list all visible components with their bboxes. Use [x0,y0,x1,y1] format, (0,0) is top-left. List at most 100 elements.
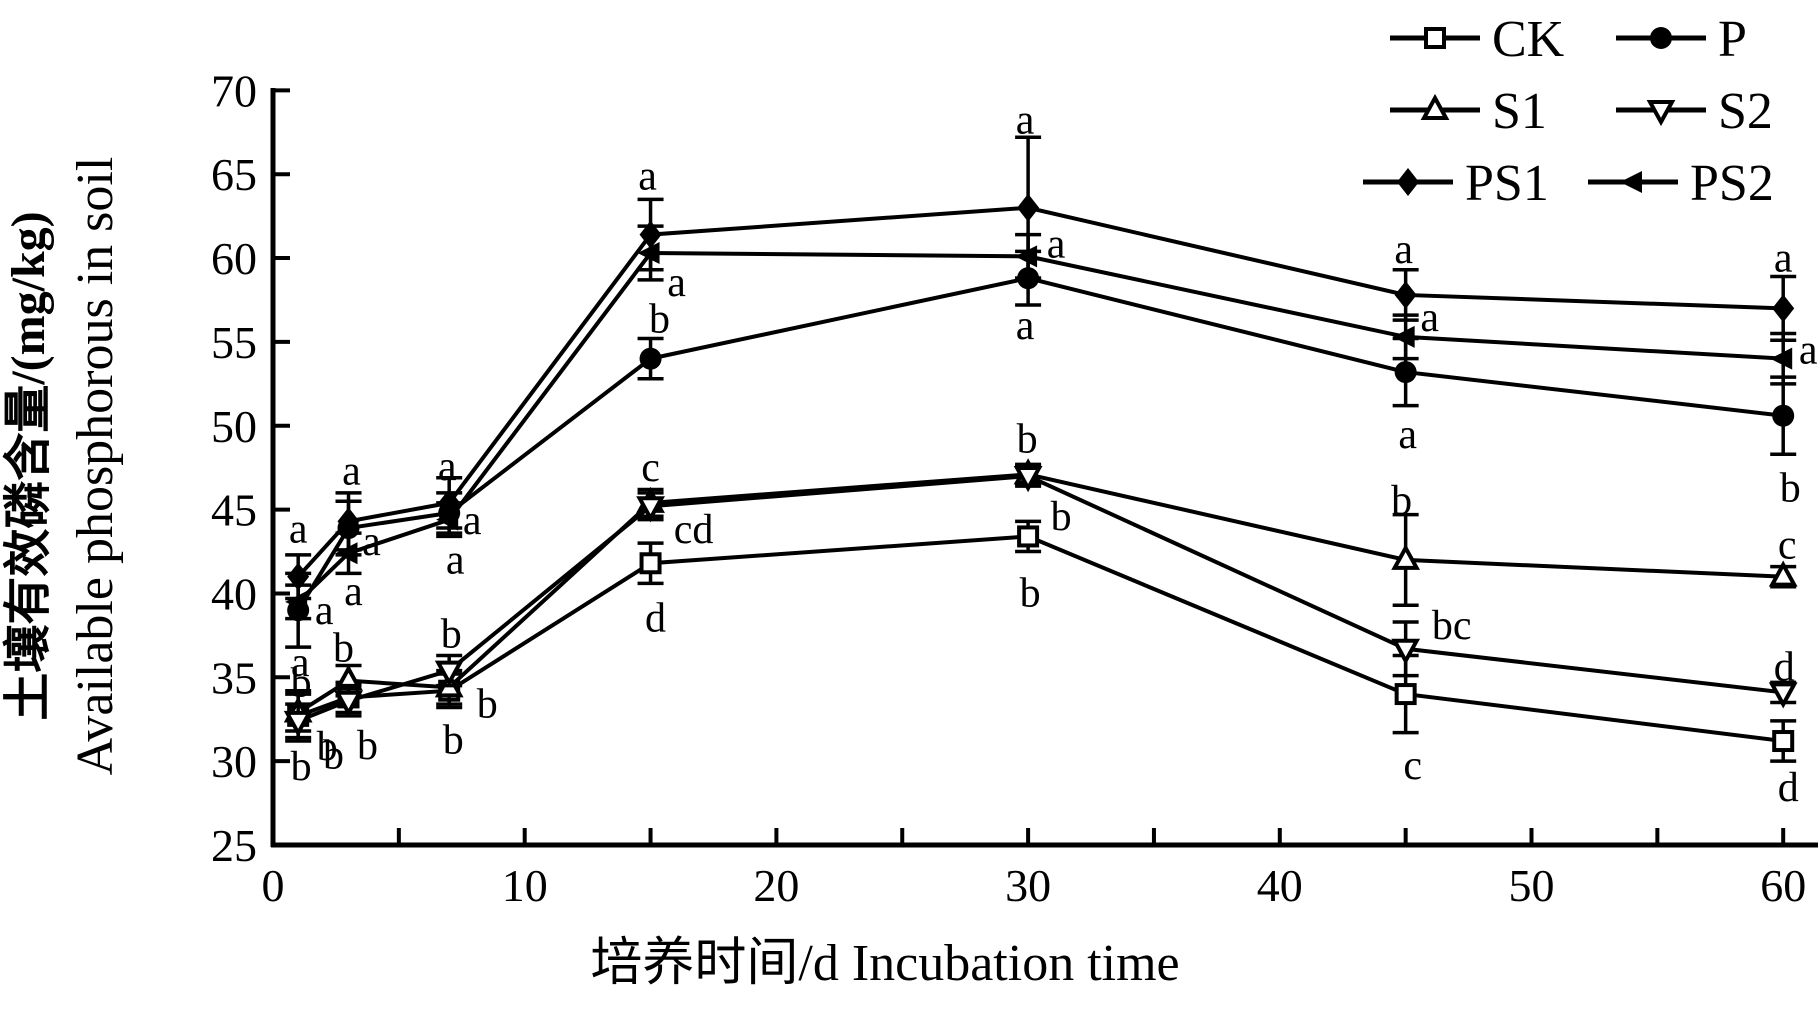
data-point-marker [1650,27,1672,49]
circle-marker-icon [1650,27,1672,49]
legend-label: CK [1492,11,1565,68]
significance-letter: a [446,538,465,584]
x-tick-label: 30 [1005,860,1051,911]
significance-letter: b [291,661,312,707]
legend-label: P [1718,11,1747,68]
diamond-marker-icon [1772,294,1795,323]
triangle-down-marker-icon [1646,100,1676,127]
square-marker-icon [1772,730,1795,753]
significance-letter: d [1774,644,1795,690]
triangle-down-marker-icon [636,496,665,523]
significance-letter: b [477,681,498,727]
significance-letter: d [645,595,666,641]
data-point-marker [1772,294,1795,323]
data-point-marker [1620,171,1642,193]
significance-letter: a [1420,295,1439,341]
data-point-marker [1392,325,1415,348]
significance-letter: b [649,297,670,343]
data-point-marker [1015,245,1038,268]
legend-entry-P: P [1616,11,1747,68]
triangle-down-marker-icon [1013,466,1043,493]
data-point-marker [639,552,662,575]
series-S1 [283,458,1798,733]
significance-letter: b [333,626,354,672]
data-point-marker [1017,525,1040,548]
data-point-marker [1013,466,1043,493]
significance-letter: d [1778,765,1799,811]
significance-letter: cd [674,507,714,553]
series-line [297,474,1784,723]
diamond-marker-icon [1017,193,1040,222]
triangle-left-marker-icon [1620,171,1642,193]
y-tick-label: 45 [211,485,257,536]
data-point-marker [1394,683,1417,706]
significance-letter: b [357,723,378,769]
diamond-marker-icon [1394,280,1417,309]
significance-letter: b [1020,570,1041,616]
triangle-down-marker-icon [334,690,363,717]
square-marker-icon [1017,525,1040,548]
significance-letter: b [1051,494,1072,540]
significance-letter: a [1398,412,1417,458]
significance-letter: b [443,718,464,764]
significance-letter: b [1017,416,1038,462]
data-point-marker [283,710,313,738]
triangle-left-marker-icon [1770,347,1793,370]
data-point-marker [434,660,464,687]
significance-letter: a [291,640,310,686]
significance-letter: b [1391,478,1412,524]
legend-label: PS2 [1690,155,1774,212]
data-point-marker [1391,638,1421,665]
x-tick-label: 0 [262,860,285,911]
significance-letter: a [1016,303,1035,349]
y-axis-title-en: Available phosphorous in soil [67,157,124,776]
significance-letter: b [441,612,462,658]
y-tick-label: 55 [211,317,257,368]
x-tick-label: 20 [753,860,799,911]
legend-entry-S2: S2 [1616,83,1773,140]
data-point-marker [1646,100,1676,127]
series-line [297,472,1784,715]
series-PS1 [285,135,1797,601]
data-point-marker [636,496,665,523]
x-tick-label: 60 [1760,860,1806,911]
significance-letter: c [1403,743,1422,789]
x-tick-label: 50 [1509,860,1555,911]
significance-letter: a [1016,98,1035,144]
triangle-up-marker-icon [1768,560,1798,587]
triangle-down-marker-icon [1391,638,1421,665]
legend-entry-CK: CK [1390,11,1565,68]
triangle-left-marker-icon [1392,325,1415,348]
x-tick-label: 10 [502,860,548,911]
significance-letter: a [667,260,686,306]
square-marker-icon [1394,683,1417,706]
circle-marker-icon [1772,404,1795,427]
significance-letter: a [463,498,482,544]
triangle-up-marker-icon [1420,93,1450,120]
x-axis-title: 培养时间/d Incubation time [590,935,1179,992]
data-point-marker [1424,27,1446,49]
significance-letter: a [362,519,381,565]
diamond-marker-icon [1397,168,1419,196]
data-point-marker [1772,730,1795,753]
series-PS2 [285,224,1797,621]
y-tick-label: 35 [211,652,257,703]
data-point-marker [1394,280,1417,309]
significance-letter: a [1047,221,1066,267]
y-tick-label: 50 [211,401,257,452]
significance-letter: a [638,154,657,200]
data-point-marker [335,542,358,565]
diamond-marker-icon [337,507,360,536]
series-line [296,276,1784,612]
series-S2 [283,464,1798,740]
y-tick-label: 40 [211,568,257,619]
triangle-down-marker-icon [283,710,313,738]
significance-letter: a [438,444,457,490]
data-point-marker [337,507,360,536]
triangle-up-marker-icon [1391,543,1421,570]
data-point-marker [1017,193,1040,222]
series-P [285,249,1797,649]
data-point-marker [1772,404,1795,427]
